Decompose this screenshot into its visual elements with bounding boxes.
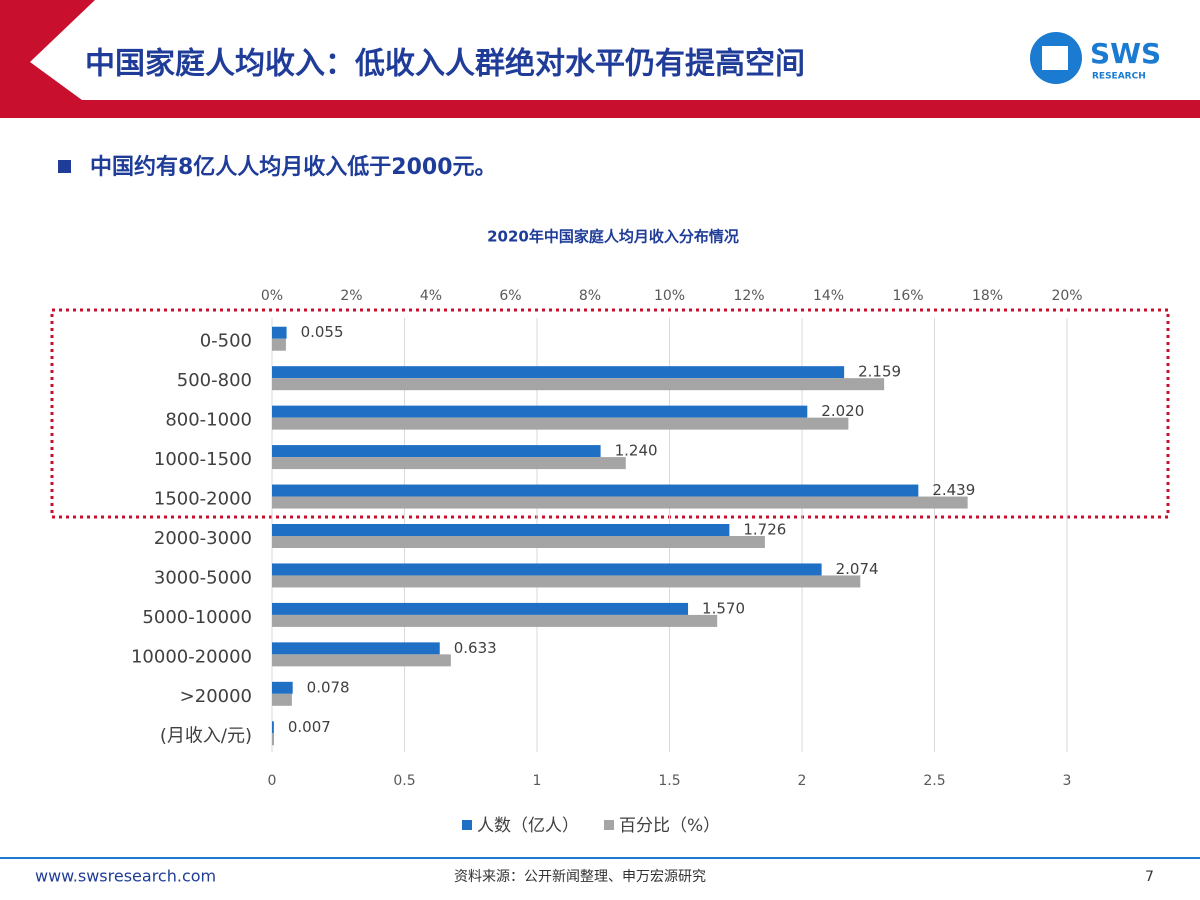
- header-band: [0, 0, 1200, 118]
- data-label: 0.078: [307, 678, 350, 696]
- bar: [272, 575, 861, 588]
- x2-tick-label: 20%: [1051, 288, 1082, 304]
- bar: [272, 405, 808, 418]
- x-tick-label: 0.5: [393, 773, 415, 789]
- bar: [272, 445, 601, 458]
- bullet-icon: [58, 160, 71, 173]
- y-tick-label: (月收入/元): [160, 725, 252, 746]
- x-tick-label: 1: [533, 773, 542, 789]
- logo-text: SWS: [1090, 37, 1161, 70]
- x2-tick-label: 4%: [420, 288, 442, 304]
- x2-tick-label: 8%: [579, 288, 601, 304]
- x2-tick-label: 16%: [892, 288, 923, 304]
- x-tick-label: 3: [1063, 773, 1072, 789]
- x2-tick-label: 10%: [654, 288, 685, 304]
- x2-tick-label: 14%: [813, 288, 844, 304]
- bar: [272, 417, 849, 430]
- chart-title: 2020年中国家庭人均月收入分布情况: [487, 228, 739, 246]
- data-label: 2.159: [858, 363, 901, 381]
- data-label: 2.074: [836, 560, 879, 578]
- data-label: 1.570: [702, 599, 745, 617]
- y-tick-label: 800-1000: [165, 410, 252, 431]
- bar: [272, 681, 293, 694]
- x2-tick-label: 18%: [972, 288, 1003, 304]
- legend-swatch: [462, 820, 472, 830]
- bullet-text: 中国约有8亿人人均月收入低于2000元。: [90, 154, 497, 180]
- bar: [272, 563, 822, 576]
- x2-tick-label: 0%: [261, 288, 283, 304]
- y-tick-label: >20000: [180, 686, 252, 707]
- logo-inner: [1042, 46, 1068, 70]
- data-label: 0.055: [301, 323, 344, 341]
- y-tick-label: 500-800: [177, 370, 252, 391]
- x-tick-label: 1.5: [658, 773, 680, 789]
- x2-tick-label: 2%: [340, 288, 362, 304]
- x-tick-label: 2: [798, 773, 807, 789]
- data-label: 0.007: [288, 718, 331, 736]
- slide-title: 中国家庭人均收入：低收入人群绝对水平仍有提高空间: [85, 47, 805, 82]
- data-label: 1.240: [615, 442, 658, 460]
- bar: [272, 366, 845, 379]
- y-tick-label: 3000-5000: [154, 567, 252, 588]
- y-tick-label: 0-500: [200, 331, 252, 352]
- bar: [272, 602, 689, 615]
- bar: [272, 654, 451, 667]
- x2-tick-label: 12%: [733, 288, 764, 304]
- y-tick-label: 5000-10000: [142, 607, 252, 628]
- bar: [272, 378, 885, 391]
- highlight-box: [50, 308, 1170, 519]
- footer-source: 资料来源：公开新闻整理、申万宏源研究: [454, 869, 706, 885]
- bar: [272, 484, 919, 497]
- data-label: 2.020: [821, 402, 864, 420]
- bar: [272, 457, 626, 470]
- bar: [272, 721, 274, 734]
- data-label: 2.439: [932, 481, 975, 499]
- bar: [272, 496, 968, 509]
- bar: [272, 733, 274, 746]
- legend-label: 百分比（%）: [619, 816, 720, 836]
- logo-sub: RESEARCH: [1092, 72, 1146, 82]
- legend-label: 人数（亿人）: [477, 816, 579, 836]
- bar: [272, 524, 730, 536]
- y-tick-label: 10000-20000: [131, 646, 252, 667]
- x-tick-label: 0: [268, 773, 277, 789]
- data-label: 1.726: [743, 521, 786, 539]
- bar: [272, 642, 440, 655]
- page-number: 7: [1145, 869, 1154, 885]
- data-label: 0.633: [454, 639, 497, 657]
- x-tick-label: 2.5: [923, 773, 945, 789]
- bar: [272, 693, 292, 706]
- legend-swatch: [604, 820, 614, 830]
- bar: [272, 338, 286, 351]
- bar: [272, 614, 718, 627]
- y-tick-label: 2000-3000: [154, 528, 252, 549]
- y-tick-label: 1000-1500: [154, 449, 252, 470]
- x2-tick-label: 6%: [499, 288, 521, 304]
- bar: [272, 326, 287, 339]
- bar: [272, 536, 765, 548]
- y-tick-label: 1500-2000: [154, 489, 252, 510]
- footer-website: www.swsresearch.com: [35, 867, 216, 886]
